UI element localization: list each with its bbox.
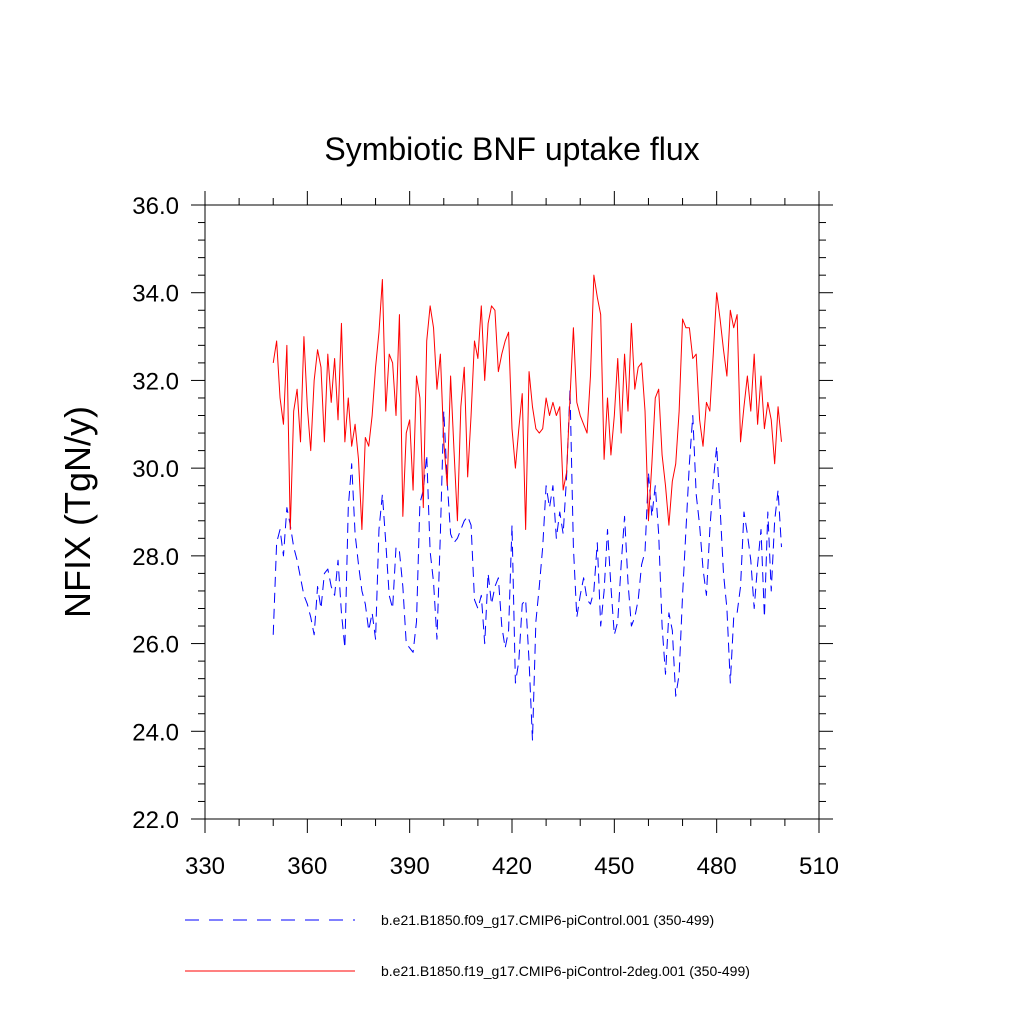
axis-tick-labels: 330 360 390 420 450 480 510 22.0 24.0 26.0 28.0 30.… [132,193,839,880]
series-layer [272,274,782,741]
legend-label-blue: b.e21.B1850.f09_g17.CMIP6-piControl.001 … [381,912,714,928]
x-tick-label: 480 [697,853,737,880]
chart-title: Symbiotic BNF uptake flux [324,131,699,167]
legend-item-blue: b.e21.B1850.f09_g17.CMIP6-piControl.001 … [185,912,714,928]
axis-ticks [191,191,833,833]
y-tick-label: 34.0 [132,281,179,308]
y-tick-label: 36.0 [132,193,179,220]
y-tick-label: 28.0 [132,544,179,571]
legend: b.e21.B1850.f09_g17.CMIP6-piControl.001 … [185,912,750,979]
x-tick-label: 360 [287,853,327,880]
y-tick-label: 26.0 [132,632,179,659]
x-tick-label: 450 [594,853,634,880]
y-tick-label: 22.0 [132,807,179,834]
y-tick-label: 30.0 [132,456,179,483]
y-tick-label: 24.0 [132,719,179,746]
plot-frame [204,204,820,820]
x-tick-label: 390 [390,853,430,880]
legend-item-red: b.e21.B1850.f19_g17.CMIP6-piControl-2deg… [185,963,750,979]
series-line-blue [272,388,782,741]
legend-label-red: b.e21.B1850.f19_g17.CMIP6-piControl-2deg… [381,963,750,979]
y-tick-label: 32.0 [132,368,179,395]
x-tick-label: 510 [799,853,839,880]
x-tick-label: 420 [492,853,532,880]
y-axis-label: NFIX (TgN/y) [57,406,98,618]
series-line-red [272,274,782,531]
x-tick-label: 330 [185,853,225,880]
